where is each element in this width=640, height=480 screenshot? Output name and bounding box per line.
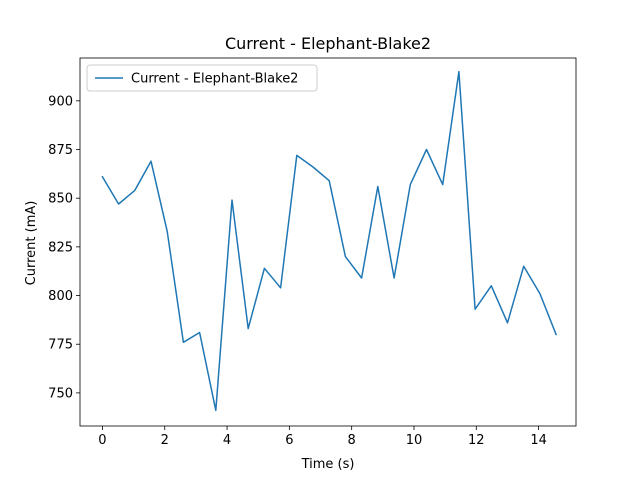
y-tick-label: 850: [48, 192, 73, 207]
y-tick-label: 825: [48, 240, 73, 255]
series-line-1: [101, 70, 558, 412]
x-tick-label: 2: [161, 433, 169, 448]
y-tick-label: 900: [48, 94, 73, 109]
y-axis-label: Current (mA): [24, 201, 39, 286]
x-tick-label: 4: [223, 433, 231, 448]
x-axis-label: Time (s): [301, 457, 355, 472]
plot-area: 0 2 4 6 8 10 12 14 750 775 800 825 850 875 900: [48, 57, 577, 448]
legend-box: [86, 64, 318, 92]
legend-label: Current - Elephant-Blake2: [131, 72, 298, 87]
x-tick-label: 14: [530, 433, 547, 448]
x-tick-label: 0: [98, 433, 106, 448]
legend: Current - Elephant-Blake2: [86, 64, 318, 92]
y-tick-label: 775: [48, 338, 73, 353]
x-tick-label: 10: [406, 433, 423, 448]
x-tick-label: 6: [285, 433, 293, 448]
x-tick-label: 12: [468, 433, 485, 448]
x-tick-label: 8: [348, 433, 356, 448]
y-tick-label: 750: [48, 386, 73, 401]
chart-title: Current - Elephant-Blake2: [225, 34, 431, 53]
y-tick-label: 800: [48, 289, 73, 304]
axes-frame: [79, 57, 577, 427]
y-tick-label: 875: [48, 143, 73, 158]
